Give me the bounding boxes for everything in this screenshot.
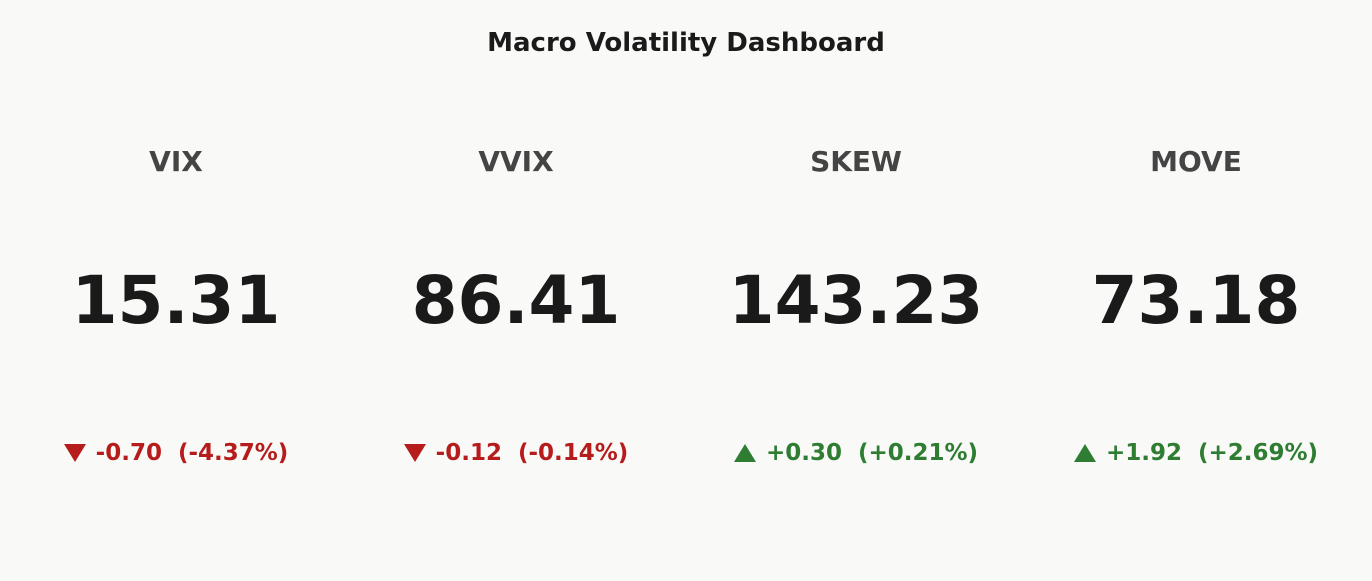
tile-value: 86.41 <box>411 262 621 339</box>
delta-arrow <box>63 444 86 462</box>
delta-percent: (+2.69%) <box>1197 440 1319 466</box>
delta-change: -0.12 <box>435 440 502 466</box>
delta-percent: (-4.37%) <box>177 440 289 466</box>
tile-delta: -0.70 (-4.37%) <box>6 440 346 466</box>
tiles: VIX 15.31 -0.70 (-4.37%) VVIX 86.41 -0.12 (-0.1… <box>6 0 1366 581</box>
tile-value: 143.23 <box>728 262 984 339</box>
tile-label: SKEW <box>810 145 902 178</box>
tile-value: 15.31 <box>71 262 281 339</box>
delta-arrow <box>403 444 426 462</box>
tile: VIX 15.31 -0.70 (-4.37%) <box>6 0 346 581</box>
delta-change: -0.70 <box>95 440 162 466</box>
tile-delta: +1.92 (+2.69%) <box>1026 440 1366 466</box>
arrow-shape <box>403 444 426 462</box>
arrow-shape <box>733 444 756 462</box>
tile: VVIX 86.41 -0.12 (-0.14%) <box>346 0 686 581</box>
tile-delta: +0.30 (+0.21%) <box>686 440 1026 466</box>
delta-percent: (-0.14%) <box>517 440 629 466</box>
delta-arrow <box>1073 444 1096 462</box>
delta-percent: (+0.21%) <box>857 440 979 466</box>
tile-label: MOVE <box>1150 145 1242 178</box>
arrow-shape <box>63 444 86 462</box>
tile-label: VIX <box>149 145 203 178</box>
arrow-shape <box>1073 444 1096 462</box>
delta-arrow <box>733 444 756 462</box>
delta-change: +1.92 <box>1105 440 1182 466</box>
tile-value: 73.18 <box>1091 262 1301 339</box>
tile: MOVE 73.18 +1.92 (+2.69%) <box>1026 0 1366 581</box>
tile-label: VVIX <box>478 145 554 178</box>
tile: SKEW 143.23 +0.30 (+0.21%) <box>686 0 1026 581</box>
tile-delta: -0.12 (-0.14%) <box>346 440 686 466</box>
title: Macro Volatility Dashboard <box>487 28 885 58</box>
delta-change: +0.30 <box>765 440 842 466</box>
